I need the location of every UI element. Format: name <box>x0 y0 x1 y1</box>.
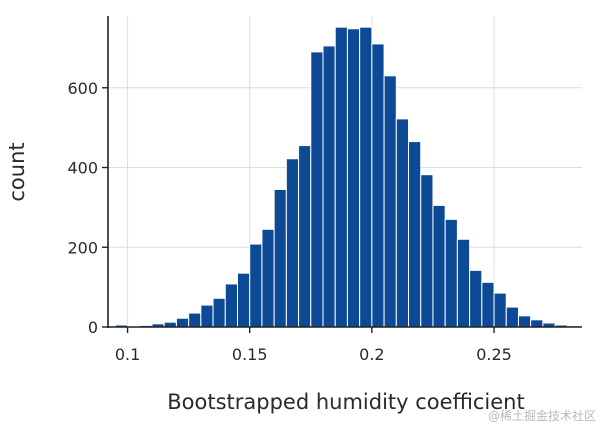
histogram-bar <box>456 238 471 328</box>
histogram-bar <box>261 228 275 328</box>
y-tick-label: 200 <box>67 238 98 257</box>
histogram-bar <box>481 281 495 328</box>
histogram-bar <box>322 45 336 328</box>
histogram-bar <box>285 158 300 328</box>
tick-labels: 0 200 400 600 0.1 0.15 0.2 0.25 <box>67 79 511 364</box>
y-tick-label: 400 <box>67 159 98 178</box>
histogram-bar <box>420 174 434 328</box>
y-tick-label: 0 <box>88 318 98 337</box>
histogram-bar <box>359 26 373 328</box>
histogram-bar <box>236 272 251 328</box>
histogram-bar <box>175 317 190 328</box>
histogram-bar <box>346 28 361 328</box>
histogram-bar <box>530 319 544 328</box>
histogram-bar <box>493 292 507 328</box>
histogram-bars <box>114 26 581 328</box>
histogram-bar <box>383 75 397 328</box>
x-tick-label: 0.25 <box>476 345 512 364</box>
watermark-text: @稀土掘金技术社区 <box>488 408 596 423</box>
histogram-bar <box>334 26 348 328</box>
histogram-bar <box>224 283 238 328</box>
x-tick-label: 0.15 <box>232 345 268 364</box>
histogram-bar <box>432 204 446 328</box>
histogram-bar <box>505 306 519 328</box>
histogram-bar <box>200 304 214 328</box>
histogram-bar <box>469 269 483 328</box>
histogram-bar <box>395 118 410 328</box>
histogram-bar <box>249 243 263 328</box>
x-axis-title: Bootstrapped humidity coefficient <box>167 390 524 414</box>
histogram-bar <box>371 43 385 328</box>
y-axis-title: count <box>5 142 29 201</box>
histogram-bar <box>408 141 422 328</box>
histogram-bar <box>212 297 226 328</box>
x-tick-label: 0.1 <box>115 345 140 364</box>
histogram-bar <box>310 51 324 328</box>
histogram-bar <box>188 312 202 328</box>
histogram-bar <box>444 218 458 328</box>
histogram-bar <box>517 315 532 328</box>
axes <box>102 16 582 333</box>
x-tick-label: 0.2 <box>359 345 384 364</box>
y-tick-label: 600 <box>67 79 98 98</box>
histogram-bar <box>298 145 312 328</box>
histogram-bar <box>273 188 287 328</box>
